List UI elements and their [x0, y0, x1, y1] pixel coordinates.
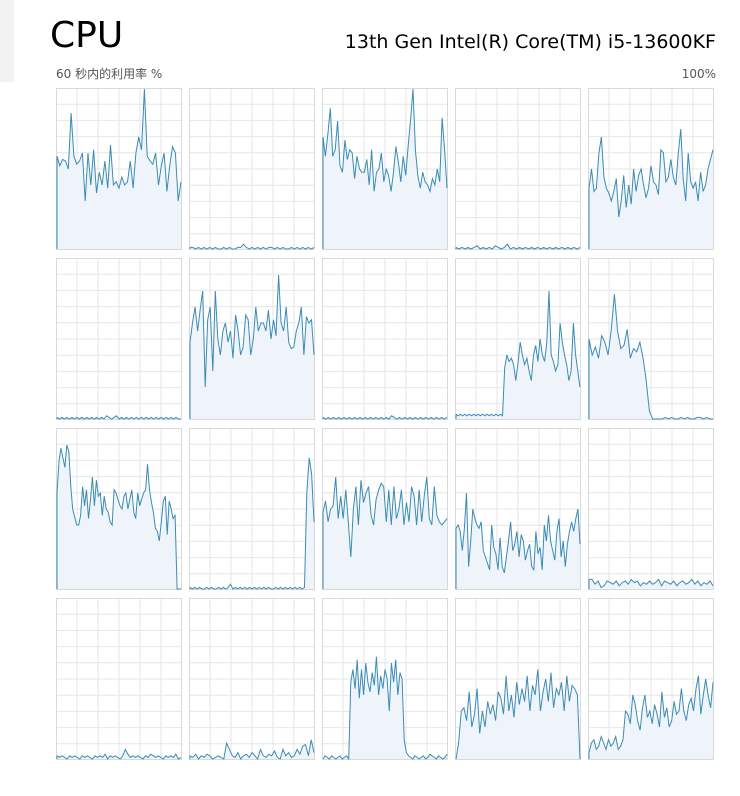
core-graph-1[interactable]: [189, 88, 315, 250]
utilization-line: [322, 476, 448, 558]
core-graph-10[interactable]: [56, 428, 182, 590]
core-graph-svg: [455, 428, 581, 590]
core-graph-6[interactable]: [189, 258, 315, 420]
utilization-area: [323, 89, 447, 249]
core-graph-8[interactable]: [455, 258, 581, 420]
core-graph-svg: [189, 598, 315, 760]
core-graph-2[interactable]: [322, 88, 448, 250]
core-graph-9[interactable]: [588, 258, 714, 420]
utilization-line: [56, 748, 182, 760]
utilization-line: [588, 675, 714, 753]
utilization-line: [322, 415, 448, 420]
core-graph-0[interactable]: [56, 88, 182, 250]
sidebar-edge: [0, 0, 14, 82]
core-graph-svg: [322, 598, 448, 760]
utilization-area: [456, 669, 580, 759]
utilization-line: [189, 457, 315, 590]
core-graph-16[interactable]: [189, 598, 315, 760]
core-graph-svg: [322, 88, 448, 250]
utilization-line: [455, 669, 581, 760]
utilization-area: [589, 294, 713, 419]
utilization-line: [189, 739, 315, 760]
utilization-area: [57, 445, 181, 589]
max-utilization-label: 100%: [681, 67, 716, 81]
utilization-area: [456, 493, 580, 589]
core-graph-7[interactable]: [322, 258, 448, 420]
core-graph-11[interactable]: [189, 428, 315, 590]
core-graph-svg: [56, 428, 182, 590]
core-graph-5[interactable]: [56, 258, 182, 420]
logical-processor-graph-grid: [56, 88, 716, 760]
core-graph-svg: [189, 428, 315, 590]
utilization-line: [56, 88, 182, 202]
utilization-line: [56, 444, 181, 590]
utilization-line: [455, 243, 581, 250]
utilization-area: [456, 244, 580, 249]
core-graph-svg: [189, 88, 315, 250]
utilization-line: [322, 88, 448, 194]
core-graph-svg: [322, 258, 448, 420]
core-graph-12[interactable]: [322, 428, 448, 590]
core-graph-15[interactable]: [56, 598, 182, 760]
core-graph-svg: [455, 258, 581, 420]
core-graph-14[interactable]: [588, 428, 714, 590]
core-graph-svg: [56, 598, 182, 760]
core-graph-svg: [189, 258, 315, 420]
core-graph-4[interactable]: [588, 88, 714, 250]
core-graph-13[interactable]: [455, 428, 581, 590]
core-graph-3[interactable]: [455, 88, 581, 250]
utilization-line: [190, 243, 315, 250]
core-graph-17[interactable]: [322, 598, 448, 760]
core-graph-19[interactable]: [588, 598, 714, 760]
core-graph-svg: [455, 88, 581, 250]
core-graph-svg: [588, 598, 714, 760]
utilization-line: [56, 415, 181, 420]
core-graph-svg: [56, 258, 182, 420]
core-graph-18[interactable]: [455, 598, 581, 760]
cpu-model-name: 13th Gen Intel(R) Core(TM) i5-13600KF: [344, 31, 716, 53]
core-graph-svg: [588, 88, 714, 250]
utilization-line: [322, 656, 448, 760]
utilization-line: [455, 290, 581, 417]
page-title: CPU: [50, 15, 124, 56]
utilization-line: [588, 294, 713, 420]
core-graph-svg: [56, 88, 182, 250]
core-graph-svg: [588, 258, 714, 420]
utilization-line: [588, 128, 714, 218]
utilization-area: [456, 291, 580, 419]
utilization-area: [190, 739, 314, 759]
utilization-line: [189, 274, 315, 388]
utilization-line: [589, 578, 714, 589]
utilization-area: [57, 89, 181, 249]
core-graph-svg: [588, 428, 714, 590]
utilization-area: [190, 275, 314, 419]
utilization-line: [455, 492, 581, 574]
core-graph-svg: [322, 428, 448, 590]
core-graph-svg: [455, 598, 581, 760]
utilization-label: 60 秒内的利用率 %: [56, 67, 163, 81]
